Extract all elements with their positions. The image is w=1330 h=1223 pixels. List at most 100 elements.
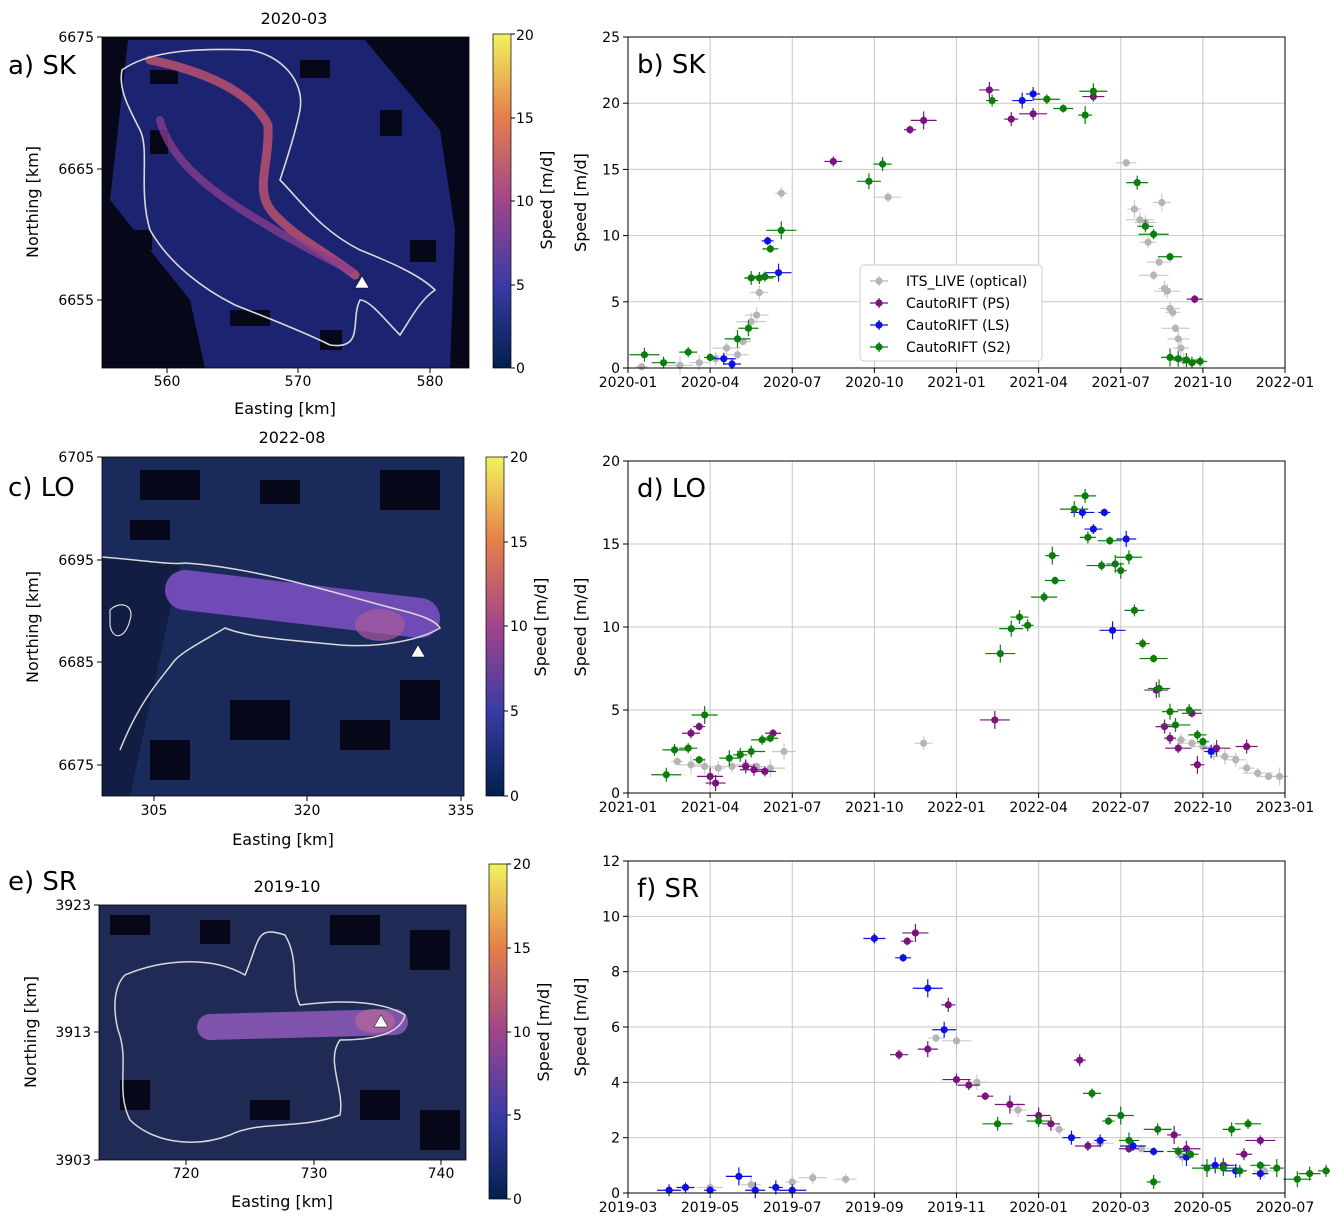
data-point (684, 348, 692, 356)
x-tick-label: 2021-10 (845, 800, 904, 816)
data-point (1163, 287, 1171, 295)
y-axis-label: Northing [km] (21, 976, 40, 1088)
legend-entry: CautoRIFT (PS) (906, 296, 1010, 312)
data-point (884, 193, 892, 201)
data-point (1193, 731, 1201, 739)
data-point (870, 934, 878, 943)
y-tick-label: 6695 (58, 553, 94, 569)
data-point (720, 355, 728, 363)
data-point (1040, 593, 1048, 601)
x-tick-label: 570 (285, 374, 312, 390)
data-point (1203, 1164, 1211, 1172)
legend-marker (875, 277, 883, 285)
series (982, 1088, 1330, 1189)
y-tick-label: 20 (602, 454, 620, 470)
data-point (755, 288, 764, 297)
station-marker (373, 1014, 389, 1028)
map-glacier-flow (145, 55, 360, 280)
data-point (991, 716, 999, 724)
data-point (944, 1001, 952, 1009)
data-point (1070, 505, 1078, 513)
data-point (981, 1092, 989, 1100)
y-axis-label: Northing [km] (23, 571, 42, 683)
colorbar-tick: 20 (513, 857, 531, 873)
x-tick-label: 2021-01 (927, 375, 986, 391)
data-point (638, 363, 646, 371)
data-point (1029, 110, 1037, 118)
data-point (865, 177, 873, 185)
x-tick-label: 2019-07 (763, 1200, 822, 1216)
data-point (988, 96, 996, 105)
map-swath (102, 557, 180, 796)
y-tick-label: 6705 (58, 450, 94, 466)
data-point (1160, 723, 1169, 731)
data-point (1174, 1147, 1182, 1156)
y-tick-label: 10 (602, 909, 620, 925)
x-tick-label: 2019-09 (845, 1200, 904, 1216)
data-point (1166, 253, 1174, 261)
data-point (750, 766, 758, 774)
data-point (911, 929, 920, 937)
y-tick-label: 5 (611, 703, 620, 719)
data-point (772, 1183, 780, 1192)
data-point (842, 1175, 850, 1183)
data-point (733, 335, 742, 343)
data-point (1188, 739, 1196, 747)
data-point (1100, 508, 1108, 517)
colorbar-tick: 0 (516, 361, 525, 377)
data-point (1221, 752, 1229, 761)
colorbar-tick: 0 (510, 789, 519, 805)
data-point (736, 751, 744, 759)
data-point (1076, 1056, 1084, 1064)
data-point (940, 1026, 948, 1034)
colorbar-tick: 5 (513, 1108, 522, 1124)
y-tick-label: 15 (602, 162, 620, 178)
legend-marker (875, 299, 883, 307)
data-point (662, 771, 670, 779)
data-point (1212, 744, 1221, 752)
data-point (1177, 736, 1185, 744)
data-point (1293, 1175, 1301, 1183)
x-tick-label: 2023-01 (1256, 800, 1315, 816)
data-point (761, 767, 769, 776)
data-point (809, 1174, 817, 1182)
data-point (728, 360, 736, 368)
x-tick-label: 2021-07 (1092, 375, 1151, 391)
data-point (1007, 115, 1015, 123)
data-point (676, 361, 684, 369)
data-point (1084, 533, 1092, 541)
data-point (1171, 324, 1180, 332)
data-point (899, 954, 907, 962)
data-point (1084, 1142, 1092, 1150)
y-tick-label: 0 (611, 361, 620, 377)
data-point (1081, 111, 1089, 119)
x-tick-label: 730 (301, 1166, 328, 1182)
data-point (1130, 606, 1139, 615)
panel-label: c) LO (8, 473, 75, 503)
data-point (695, 756, 703, 764)
x-axis-label: Easting [km] (234, 399, 336, 418)
y-tick-label: 10 (602, 229, 620, 245)
data-point (1104, 1117, 1113, 1125)
data-point (1078, 508, 1087, 517)
data-point (1097, 561, 1106, 570)
data-point (1166, 353, 1174, 362)
x-tick-label: 2020-03 (1092, 1200, 1151, 1216)
legend-marker (875, 321, 883, 329)
series (629, 83, 1208, 369)
data-point (1051, 576, 1059, 585)
y-tick-label: 4 (611, 1075, 620, 1091)
x-tick-label: 560 (154, 374, 181, 390)
map-noise-patches (118, 60, 436, 350)
data-point (1150, 1147, 1158, 1156)
legend-entry: CautoRIFT (LS) (906, 318, 1010, 334)
map-title: 2019-10 (254, 877, 321, 896)
data-point (1059, 104, 1067, 113)
y-axis-label: Northing [km] (23, 146, 42, 258)
colorbar-tick: 10 (510, 619, 528, 635)
data-point (993, 1120, 1002, 1128)
data-point (1150, 271, 1158, 279)
data-point (733, 351, 742, 359)
data-point (747, 747, 755, 756)
